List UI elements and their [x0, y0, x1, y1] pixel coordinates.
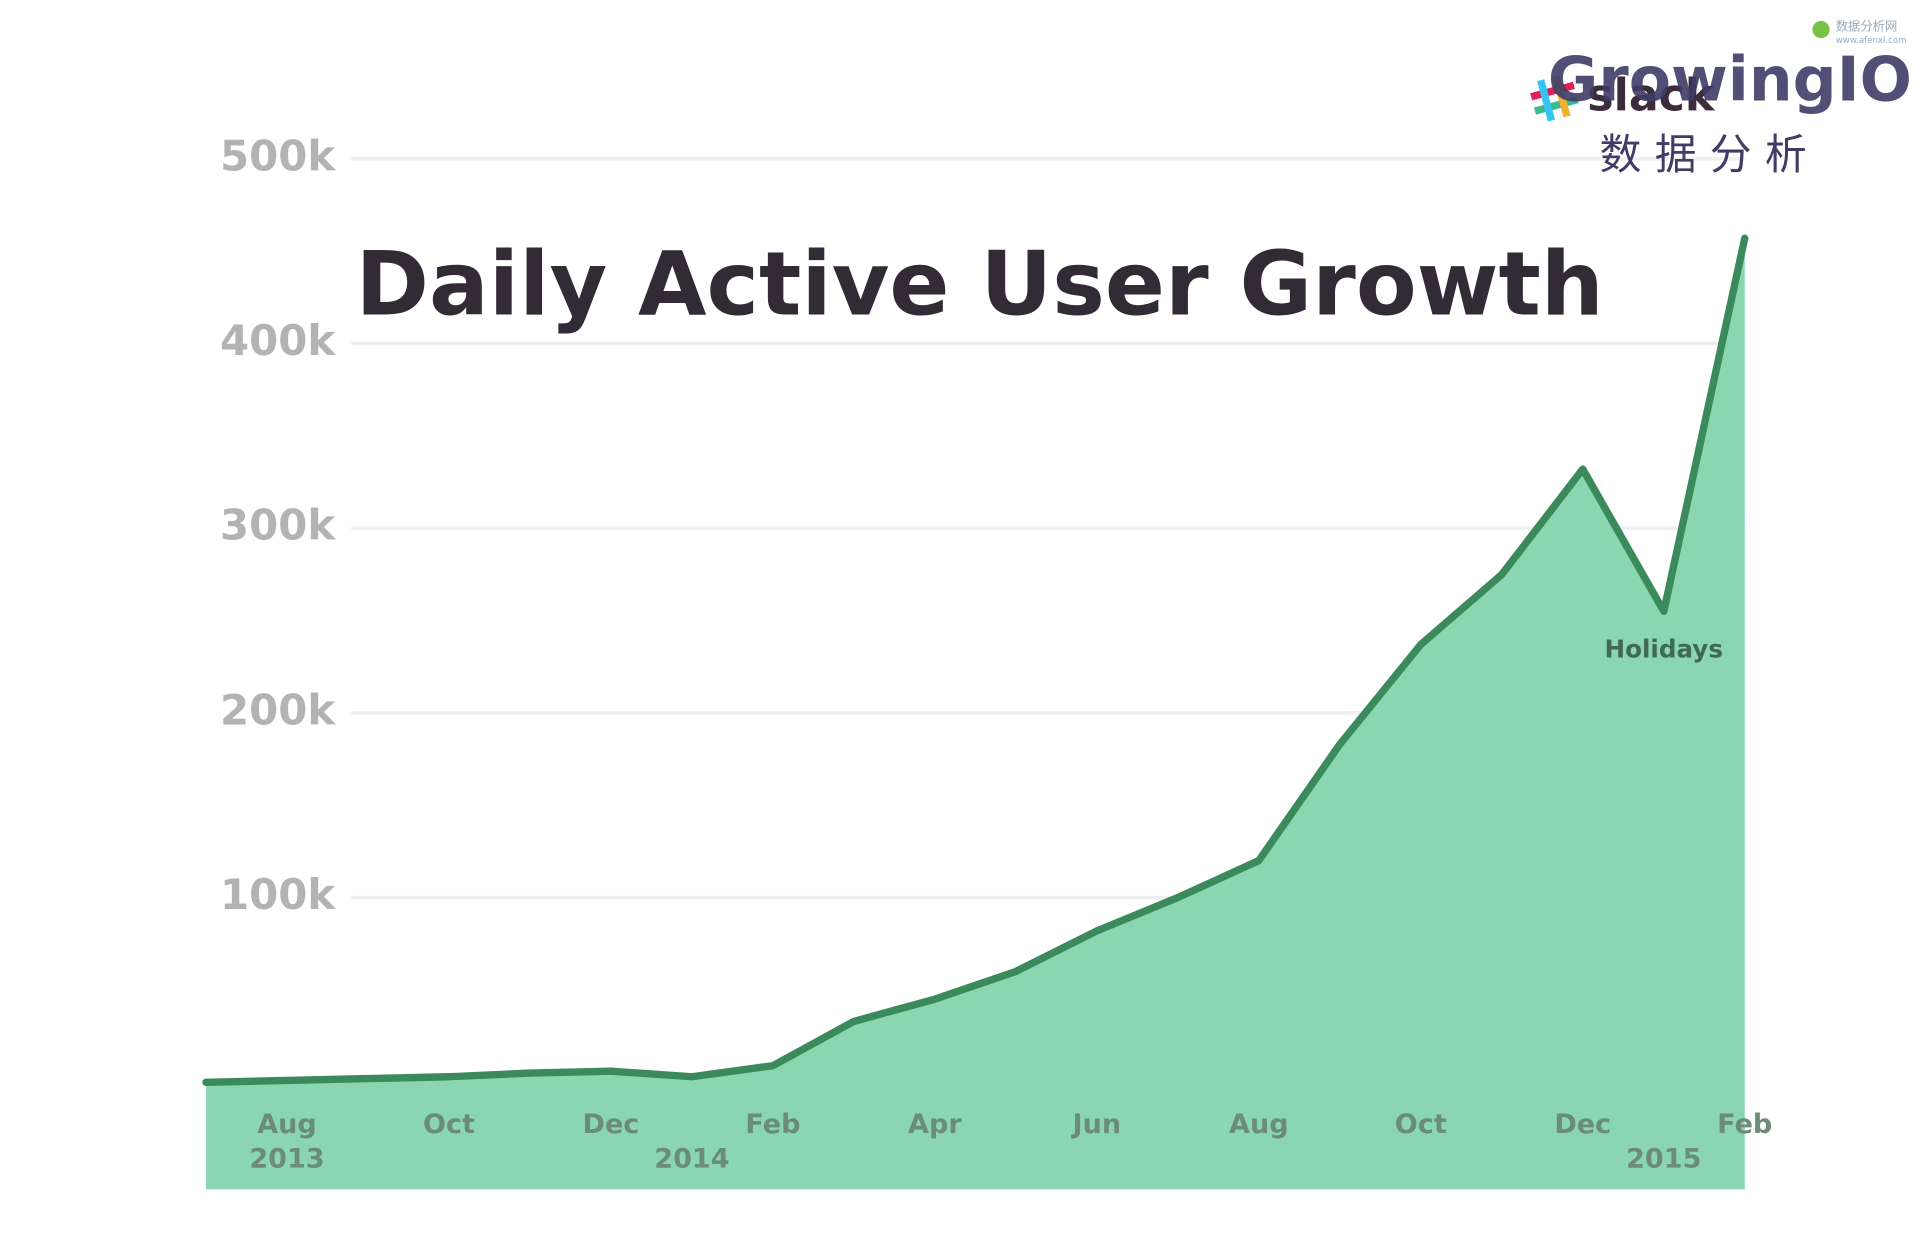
y-tick-label: 100k — [220, 870, 336, 919]
watermark: 数据分析网 — [1836, 19, 1898, 34]
x-tick-label: Dec — [583, 1109, 640, 1140]
x-tick-label: Feb — [745, 1109, 800, 1140]
annotation: Holidays — [1605, 635, 1723, 664]
logo: slack GrowingIO 数 据 分 析 数据分析网 www.afenxi… — [1530, 19, 1912, 179]
area — [206, 238, 1745, 1190]
x-tick-label: Aug — [1229, 1109, 1289, 1140]
x-tick-label: Jun — [1071, 1109, 1122, 1140]
slack-icon — [1530, 75, 1579, 122]
y-tick-label: 200k — [220, 685, 336, 734]
year-label: 2015 — [1626, 1143, 1701, 1174]
x-tick-label: Dec — [1554, 1109, 1611, 1140]
x-tick-label: Aug — [257, 1109, 317, 1140]
slack-logo: slack — [1587, 70, 1716, 121]
x-tick-label: Oct — [1395, 1109, 1447, 1140]
line — [202, 234, 1749, 1086]
year-label: 2013 — [249, 1143, 324, 1174]
labels: 100k 200k 300k 400k 500k Aug Oct Dec Feb Apr Jun Au… — [220, 131, 1772, 1174]
watermark-icon — [1812, 20, 1830, 39]
watermark-url: www.afenxi.com — [1836, 36, 1907, 46]
chart-title: Daily Active User Growth — [356, 233, 1604, 336]
growingio-logo: GrowingIO — [1548, 44, 1912, 116]
y-tick-label: 500k — [220, 131, 336, 180]
year-label: 2014 — [654, 1143, 729, 1174]
growingio-subtitle: 数 据 分 析 — [1600, 130, 1807, 179]
plot — [202, 234, 1749, 1190]
x-tick-label: Feb — [1717, 1109, 1772, 1140]
x-tick-label: Apr — [908, 1109, 962, 1140]
y-tick-label: 400k — [220, 316, 336, 365]
y-tick-label: 300k — [220, 501, 336, 550]
x-tick-label: Oct — [423, 1109, 475, 1140]
